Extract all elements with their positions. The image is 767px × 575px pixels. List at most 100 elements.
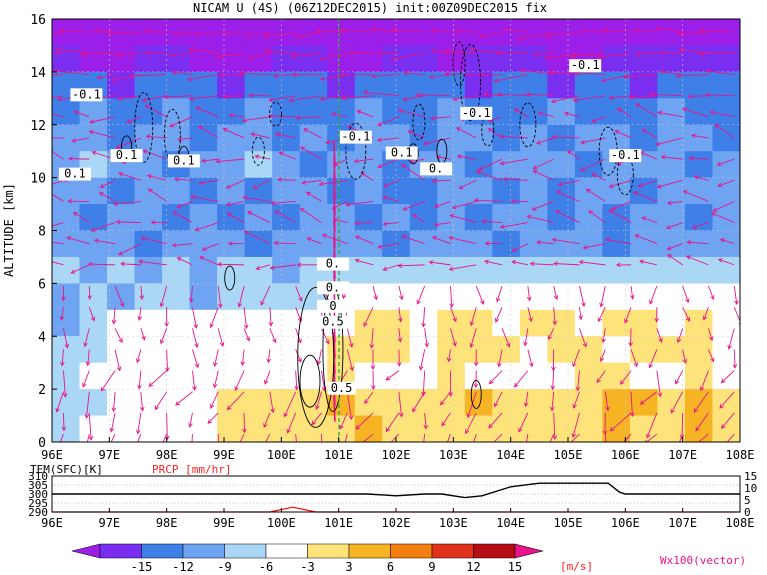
vector-head bbox=[396, 362, 402, 367]
wind-vector bbox=[608, 209, 632, 223]
vector-head bbox=[198, 125, 203, 130]
vector-shaft bbox=[94, 239, 116, 245]
vector-shaft bbox=[598, 306, 606, 322]
wind-vector bbox=[475, 170, 503, 181]
wind-vector bbox=[431, 235, 451, 245]
vector-shaft bbox=[609, 209, 632, 223]
vector-shaft bbox=[226, 200, 245, 206]
vector-head bbox=[248, 93, 254, 98]
vector-head bbox=[482, 92, 488, 97]
vector-shaft bbox=[689, 157, 709, 160]
wind-vector bbox=[240, 349, 246, 367]
vector-head bbox=[316, 360, 322, 366]
wind-vector bbox=[162, 433, 168, 442]
field-cell bbox=[409, 204, 438, 232]
field-cell bbox=[574, 98, 603, 126]
vector-shaft bbox=[555, 210, 580, 223]
contour-label: -0.1 bbox=[462, 106, 491, 120]
wind-vector bbox=[635, 103, 658, 118]
vector-head bbox=[90, 316, 96, 322]
vector-shaft bbox=[717, 158, 735, 166]
vector-shaft bbox=[526, 433, 529, 442]
wind-vector bbox=[433, 222, 451, 227]
colorbar-unit: [m/s] bbox=[560, 560, 593, 573]
vector-shaft bbox=[160, 285, 168, 307]
wind-vector bbox=[315, 28, 348, 34]
wind-vector bbox=[708, 328, 714, 342]
vector-head bbox=[277, 177, 282, 183]
wind-vector bbox=[99, 179, 116, 188]
vector-shaft bbox=[99, 192, 116, 202]
wind-vector bbox=[345, 200, 374, 207]
vector-shaft bbox=[579, 328, 587, 347]
vector-shaft bbox=[719, 391, 735, 409]
field-cell bbox=[217, 204, 246, 232]
wind-vector bbox=[295, 115, 322, 121]
vector-shaft bbox=[296, 116, 322, 119]
vector-head bbox=[448, 392, 454, 397]
field-cell bbox=[162, 389, 191, 417]
vector-shaft bbox=[398, 285, 403, 300]
vector-head bbox=[61, 426, 67, 432]
wind-vector bbox=[639, 259, 657, 266]
wind-vector bbox=[83, 328, 90, 348]
vector-head bbox=[228, 113, 234, 118]
vector-head bbox=[348, 415, 354, 421]
field-cell bbox=[134, 71, 163, 99]
vector-head bbox=[270, 200, 276, 206]
contour-label: 0 bbox=[329, 299, 336, 313]
colorbar-bin bbox=[307, 543, 350, 559]
wind-vector bbox=[401, 234, 425, 245]
vector-shaft bbox=[604, 434, 607, 442]
vector-head bbox=[732, 364, 738, 369]
vector-head bbox=[252, 184, 258, 189]
vector-head bbox=[691, 224, 697, 229]
vector-shaft bbox=[518, 412, 529, 432]
wind-vector bbox=[62, 370, 68, 398]
vector-shaft bbox=[342, 95, 374, 99]
wind-vector bbox=[148, 370, 167, 387]
vector-head bbox=[483, 259, 489, 265]
wind-vector bbox=[294, 31, 322, 39]
wind-vector bbox=[52, 113, 64, 118]
vector-head bbox=[421, 391, 426, 397]
vector-shaft bbox=[382, 196, 399, 202]
vector-shaft bbox=[89, 116, 116, 123]
vector-head bbox=[330, 112, 336, 117]
wind-vector bbox=[402, 95, 425, 102]
vector-shaft bbox=[114, 328, 123, 343]
x-tick-label: 97E bbox=[98, 448, 120, 462]
wind-vector bbox=[511, 243, 529, 252]
vector-head bbox=[55, 47, 60, 52]
vector-head bbox=[611, 205, 617, 211]
vector-shaft bbox=[630, 285, 634, 299]
x-tick-label: 106E bbox=[611, 448, 640, 462]
field-cell bbox=[107, 204, 136, 232]
vector-shaft bbox=[726, 433, 735, 442]
field-cell bbox=[519, 19, 548, 47]
vector-head bbox=[695, 441, 696, 442]
vector-shaft bbox=[173, 211, 193, 223]
vector-shaft bbox=[596, 370, 606, 383]
vector-head bbox=[165, 367, 170, 373]
wind-vector bbox=[265, 433, 271, 442]
field-cell bbox=[354, 19, 383, 47]
vector-shaft bbox=[378, 243, 399, 248]
vector-shaft bbox=[52, 113, 64, 118]
wind-vector bbox=[712, 201, 735, 212]
wind-vector bbox=[678, 47, 709, 54]
vector-head bbox=[194, 363, 200, 369]
wind-vector bbox=[88, 412, 94, 441]
vector-shaft bbox=[422, 370, 426, 396]
vector-head bbox=[268, 97, 274, 103]
negative-contour bbox=[345, 122, 367, 180]
vector-shaft bbox=[682, 349, 687, 364]
wind-vector bbox=[227, 241, 245, 246]
vector-head bbox=[600, 78, 606, 83]
vector-head bbox=[546, 446, 550, 450]
wind-vector bbox=[624, 307, 632, 324]
wind-vector bbox=[85, 349, 91, 367]
vector-shaft bbox=[450, 307, 457, 322]
field-cell bbox=[629, 283, 659, 311]
field-cell bbox=[272, 309, 301, 337]
